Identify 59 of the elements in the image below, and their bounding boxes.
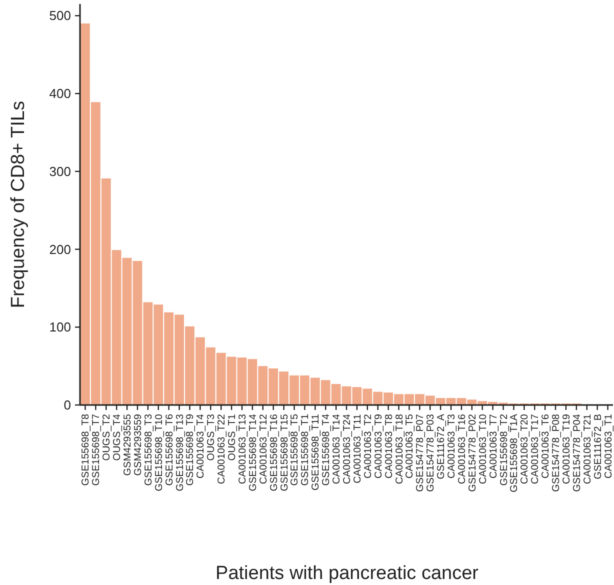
x-tick-label: GSE154778_P03 [426, 414, 437, 492]
x-tick-label: CA001063_T2 [362, 414, 374, 478]
x-tick-label: GSE155698_T15 [279, 414, 290, 492]
y-tick-label: 200 [49, 242, 71, 257]
x-tick-label: GSE155698_T11 [310, 414, 322, 491]
x-tick-label: CA001063_T1 [603, 414, 614, 478]
x-tick-label: GSE154778_P04 [572, 414, 583, 492]
x-tick-label: OUGS_T1 [227, 414, 238, 461]
x-tick-label: CA001063_T3 [446, 414, 458, 478]
x-tick-label: GSE155698_T1 [300, 414, 312, 486]
y-tick-label: 300 [49, 164, 71, 179]
y-axis-title: Frequency of CD8+ TILs [8, 100, 29, 308]
x-tick-label: CA001063_T16 [456, 414, 468, 484]
x-tick-label: CA001063_T6 [540, 414, 552, 478]
x-tick-label: GSM4293559 [132, 414, 144, 476]
x-tick-label: GSE155698_T2 [498, 414, 510, 486]
x-axis-title: Patients with pancreatic cancer [216, 563, 480, 584]
x-tick-label: GSM4293555 [122, 414, 134, 476]
x-tick-label: GSE154778_P07 [415, 414, 426, 492]
x-tick-label: GSE155698_T13 [174, 414, 186, 492]
x-tick-label: GSE155698_T1A [509, 414, 520, 492]
x-tick-label: CA001063_T20 [520, 414, 531, 484]
x-tick-label: CA001063_T5 [404, 414, 416, 478]
x-tick-label: GSE154778_P02 [467, 414, 478, 492]
x-tick-label: GSE155698_T8 [80, 414, 92, 486]
x-tick-label: GSE155698_T4 [321, 414, 332, 486]
x-tick-label: CA001063_T14 [332, 414, 343, 484]
x-tick-label: GSE155698_T5 [290, 414, 301, 486]
x-tick-label: CA001063_T11 [352, 414, 364, 484]
x-tick-label: CA001063_T4 [196, 414, 207, 478]
x-tick-label: CA001063_T18 [394, 414, 406, 484]
x-tick-label: CA001063_T10 [478, 414, 489, 484]
x-tick-label: GSE155698_T6 [164, 414, 176, 486]
x-tick-label: GSE154778_P08 [551, 414, 562, 492]
x-tick-label: GSE111672_B [592, 414, 604, 480]
x-tick-label: GSE155698_T10 [154, 414, 165, 492]
x-tick-label: GSE155698_T9 [185, 414, 196, 486]
x-tick-label: GSE155698_T3 [143, 414, 154, 486]
x-tick-label: GSE111672_A [436, 414, 448, 480]
x-tick-label: CA001063_T13 [237, 414, 248, 484]
x-tick-label: GSE155698_T7 [91, 414, 102, 486]
x-tick-label: CA001063_T8 [384, 414, 395, 478]
x-tick-label: CA001063_T17 [530, 414, 542, 484]
x-tick-label: OUGS_T4 [112, 414, 124, 461]
x-tick-label: CA001063_T19 [561, 414, 572, 484]
x-tick-label: CA001063_T7 [488, 414, 500, 478]
x-tick-label: CA001063_T21 [582, 414, 594, 484]
x-tick-label: CA001063_T22 [216, 414, 228, 484]
x-tick-label: GSE155698_T14 [248, 414, 259, 492]
y-tick-label: 500 [49, 8, 71, 24]
x-tick-label: CA001063_T9 [373, 414, 384, 478]
y-tick-label: 0 [64, 398, 71, 413]
x-tick-label: OUGS_T2 [102, 414, 113, 461]
x-tick-label: OUGS_T3 [206, 414, 218, 461]
x-tick-label: CA001063_T24 [342, 414, 353, 484]
x-tick-label: GSE155698_T16 [268, 414, 280, 492]
y-tick-label: 400 [49, 86, 71, 102]
y-tick-label: 100 [49, 320, 71, 335]
x-tick-label: CA001063_T12 [258, 414, 270, 484]
